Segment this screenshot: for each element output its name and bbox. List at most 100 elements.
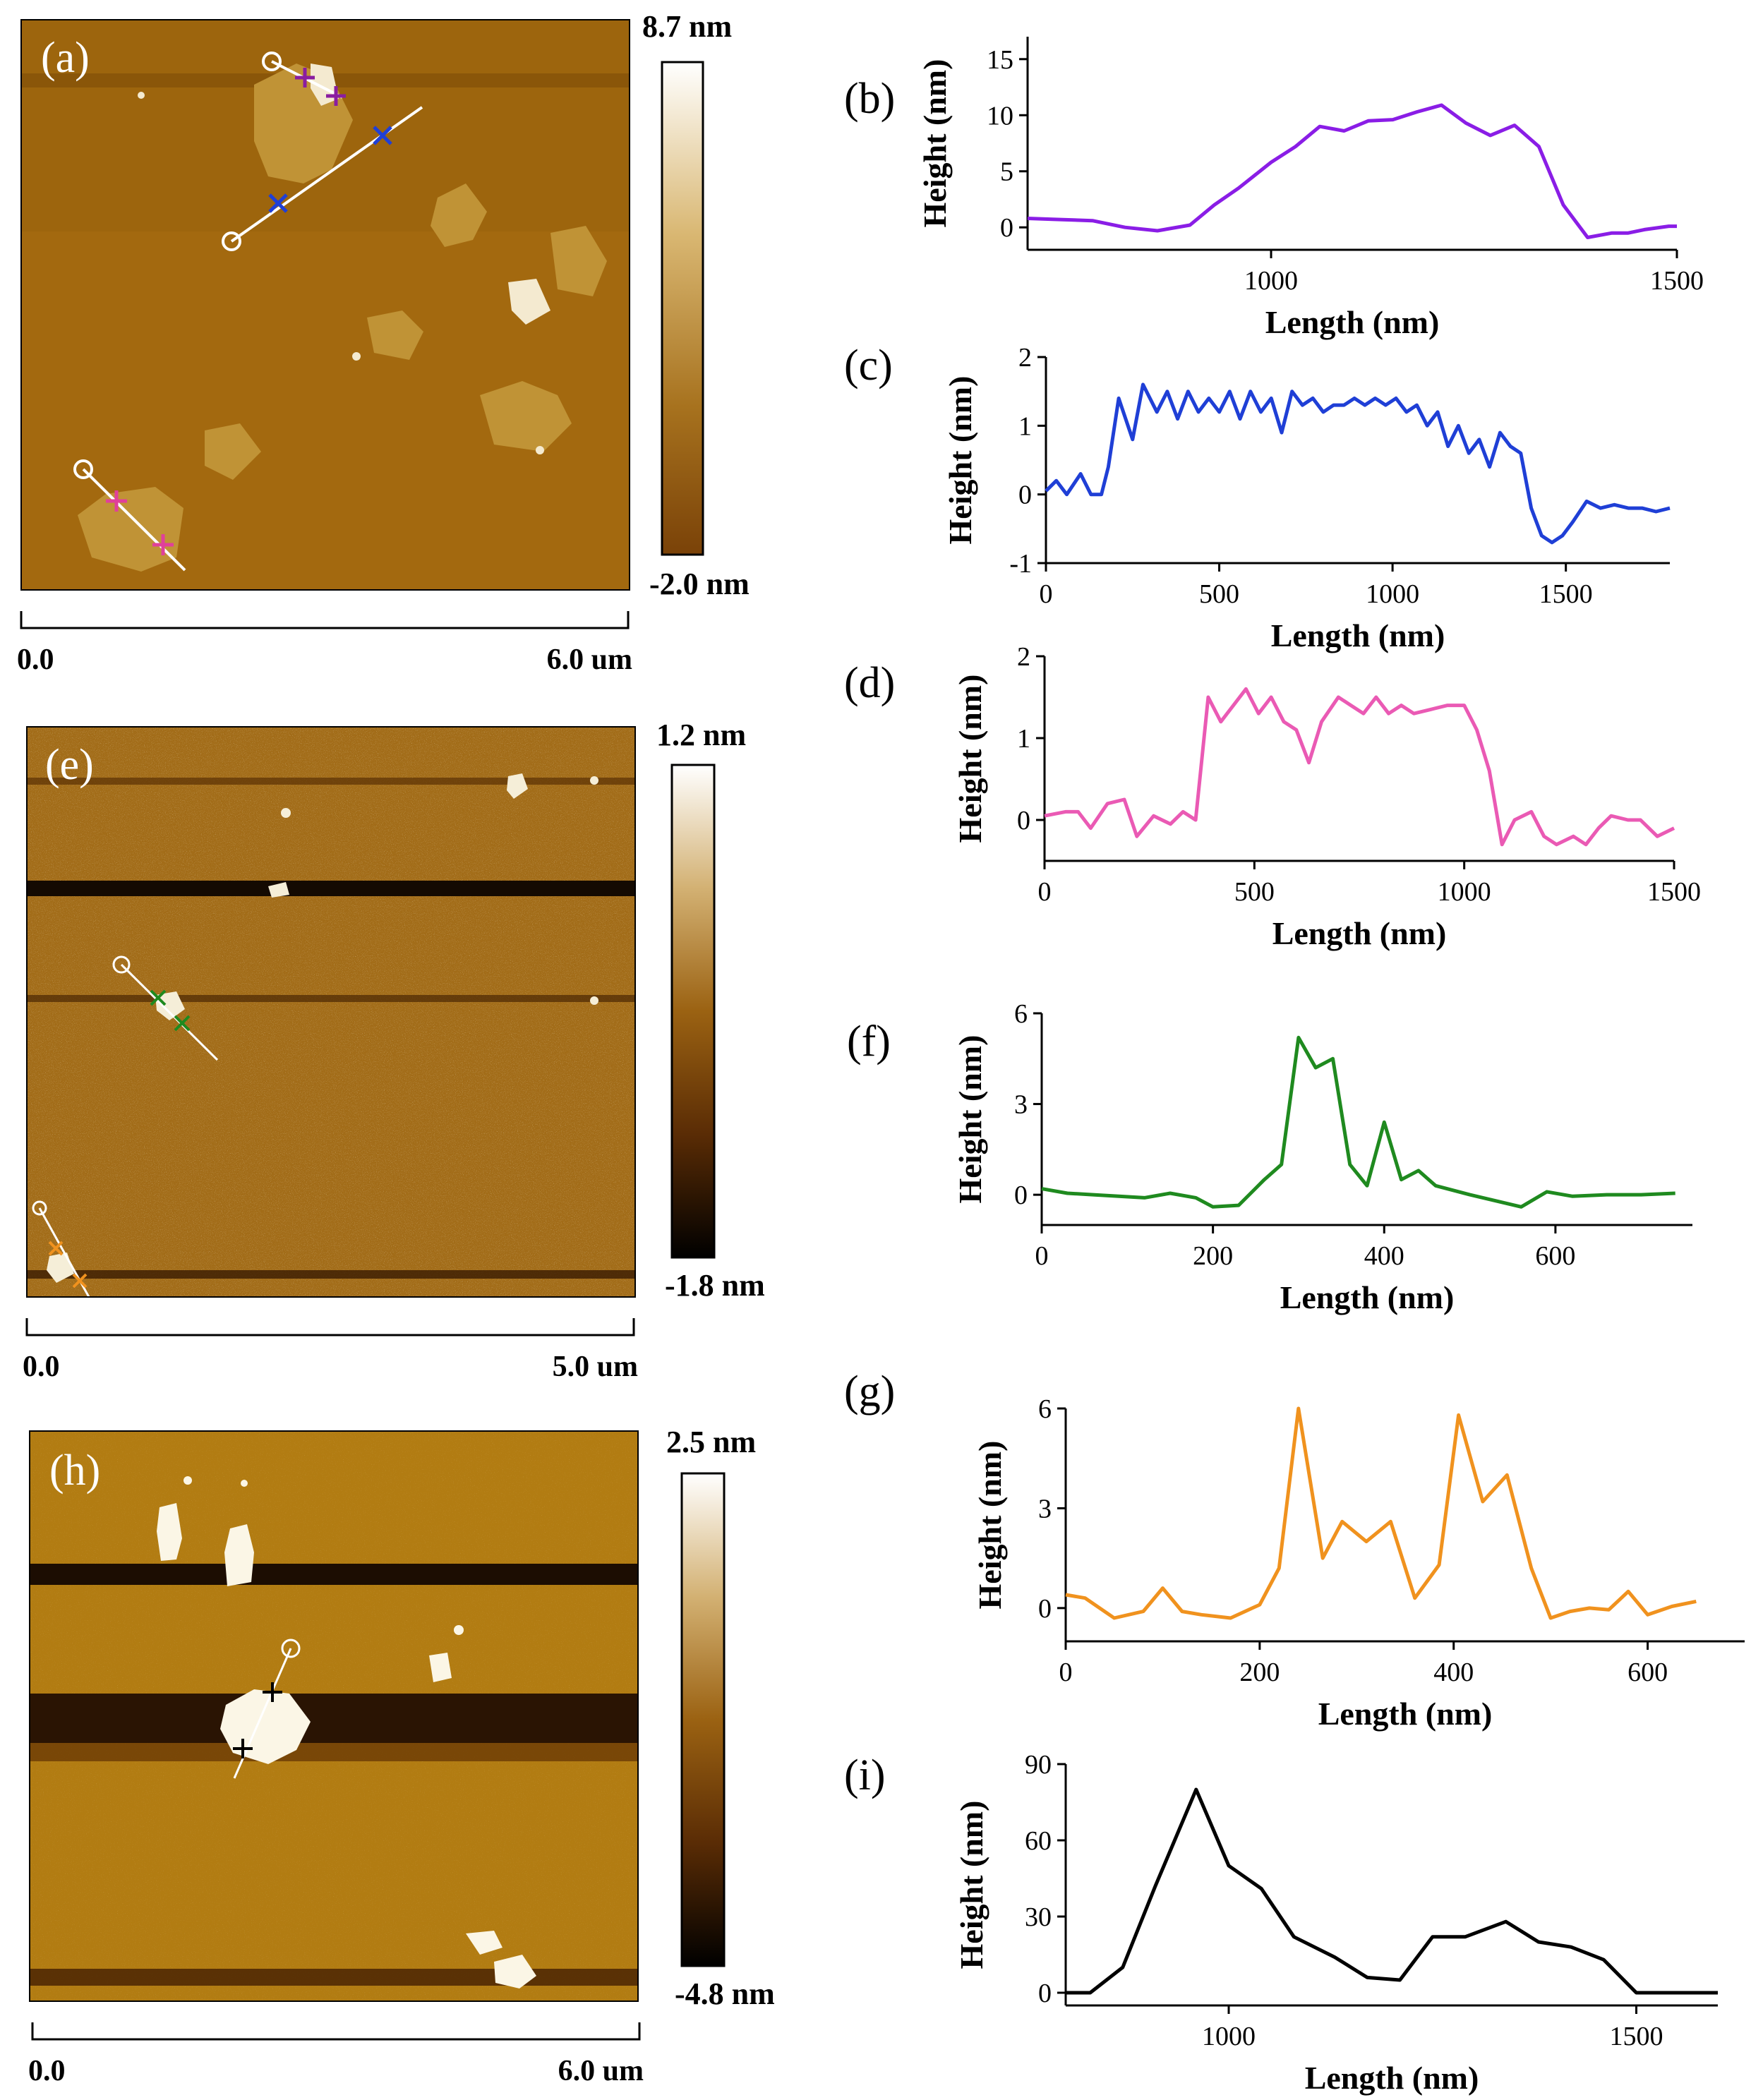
y-axis-title: Height (nm) [917, 59, 953, 228]
y-axis-title: Height (nm) [953, 1801, 989, 1969]
y-tick-label: 10 [987, 101, 1013, 131]
afm-h-dark-band [30, 1694, 638, 1743]
panel-label-c: (c) [844, 342, 893, 390]
afm-e-dark-stripe [27, 881, 635, 896]
y-tick-label: 0 [1038, 1594, 1052, 1624]
y-tick-label: 0 [1038, 1979, 1052, 2008]
x-tick-label: 200 [1193, 1241, 1233, 1271]
afm-e-particle [590, 996, 598, 1005]
afm-e-cursor-markers [48, 989, 191, 1289]
y-axis-title: Height (nm) [972, 1441, 1008, 1610]
y-tick-label: 0 [1018, 481, 1032, 510]
afm-e-particles [47, 773, 598, 1283]
y-tick-label: 1 [1018, 411, 1032, 441]
y-tick-label: 0 [1000, 213, 1013, 243]
afm-a-flake [78, 487, 183, 572]
x-tick-label: 1500 [1647, 877, 1701, 907]
afm-e-line-f [120, 963, 219, 1061]
x-tick-label: 600 [1627, 1658, 1668, 1687]
scalebar-e-bracket [25, 1318, 635, 1336]
afm-a-frame [20, 19, 630, 591]
colorbar-h-max: 2.5 nm [666, 1425, 756, 1459]
afm-a-marker-d [152, 534, 174, 555]
afm-h-particle [224, 1524, 254, 1586]
afm-image-e: (e) [26, 726, 636, 1298]
x-tick-label: 1000 [1438, 877, 1491, 907]
panel-label-d: (d) [844, 659, 895, 707]
y-tick-label: 2 [1017, 642, 1030, 672]
y-tick-label: 0 [1014, 1181, 1028, 1210]
x-tick-label: 600 [1535, 1241, 1575, 1271]
y-tick-label: 0 [1017, 806, 1030, 835]
afm-a-particles [138, 64, 550, 454]
afm-e-stripe [27, 1270, 635, 1279]
scalebar-a-end: 6.0 um [547, 644, 632, 676]
y-axis-title: Height (nm) [942, 376, 978, 545]
chart-i: 1000 1500 0 30 60 90 Length (nm) Height (nm) (i) [844, 1750, 1718, 2096]
panel-label-a: (a) [41, 34, 90, 82]
x-tick-label: 0 [1035, 1241, 1049, 1271]
y-tick-label: 3 [1038, 1494, 1052, 1523]
afm-a-marker-b [295, 68, 315, 88]
chart-g: 0 200 400 600 0 3 6 Length (nm) Height (nm) (g) [844, 1368, 1745, 1732]
panel-label-f: (f) [847, 1018, 891, 1066]
afm-a-particle [138, 92, 145, 99]
afm-e-marker-g [48, 1241, 64, 1256]
afm-a-particle [536, 446, 544, 454]
afm-a-flake [550, 226, 607, 296]
afm-a-cursor-markers [106, 68, 392, 555]
chart-f: 0 200 400 600 0 3 6 Length (nm) Height (nm) (f) [847, 999, 1692, 1315]
chart-c: 0 500 1000 1500 -1 0 1 2 Length (nm) Height (nm) (… [844, 342, 1671, 653]
afm-a-particle [508, 279, 550, 325]
x-tick-label: 0 [1059, 1658, 1073, 1687]
scalebar-h-end: 6.0 um [558, 2055, 644, 2087]
afm-a-flake [480, 381, 572, 452]
y-tick-label: 30 [1025, 1902, 1052, 1932]
afm-a-flake [431, 183, 487, 247]
scalebar-h-bracket [31, 2022, 641, 2041]
x-tick-label: 1500 [1539, 579, 1593, 609]
afm-e-stripe [27, 995, 635, 1002]
panel-label-g: (g) [844, 1368, 895, 1416]
x-tick-label: 400 [1364, 1241, 1404, 1271]
afm-h-marker-i [263, 1682, 282, 1702]
x-tick-label: 200 [1239, 1658, 1280, 1687]
afm-a-flake [367, 310, 423, 360]
series-line-d [1044, 687, 1675, 847]
colorbar-h: 2.5 nm -4.8 nm [666, 1425, 775, 2011]
afm-e-line-g-start [32, 1200, 47, 1216]
colorbar-a-gradient [661, 61, 704, 556]
afm-h-particle [454, 1625, 464, 1635]
y-tick-label: 60 [1025, 1826, 1052, 1856]
scalebar-a-bracket [20, 611, 630, 629]
afm-e-texture [27, 727, 635, 1297]
afm-image-h: (h) [29, 1430, 639, 2002]
afm-h-particle [241, 1480, 248, 1487]
chart-d: 0 500 1000 1500 0 1 2 Length (nm) Height (nm) (d) [844, 642, 1701, 951]
y-tick-label: 3 [1014, 1090, 1028, 1120]
colorbar-a: 8.7 nm -2.0 nm [642, 9, 750, 601]
y-tick-label: 1 [1017, 724, 1030, 754]
afm-h-marker-i [233, 1739, 253, 1758]
scalebar-a: 0.0 6.0 um [17, 611, 632, 676]
afm-e-marker-g [72, 1273, 88, 1289]
colorbar-h-gradient [680, 1472, 726, 1967]
afm-h-stripe [30, 1969, 638, 1986]
afm-h-particle [429, 1653, 452, 1682]
afm-a-flake [205, 423, 261, 480]
afm-h-particles [157, 1476, 536, 1989]
afm-e-marker-f [174, 1015, 191, 1032]
colorbar-h-min: -4.8 nm [675, 1977, 775, 2011]
afm-h-particle [157, 1503, 182, 1561]
afm-h-particle [183, 1476, 192, 1485]
panel-label-b: (b) [844, 75, 895, 123]
series-line-g [1065, 1406, 1697, 1620]
series-line-c [1045, 382, 1671, 545]
afm-h-particle [494, 1955, 536, 1989]
series-line-f [1041, 1035, 1675, 1209]
x-tick-label: 500 [1199, 579, 1239, 609]
scalebar-a-start: 0.0 [17, 644, 54, 676]
x-tick-label: 1500 [1650, 266, 1704, 296]
y-axis-title: Height (nm) [952, 1035, 988, 1204]
